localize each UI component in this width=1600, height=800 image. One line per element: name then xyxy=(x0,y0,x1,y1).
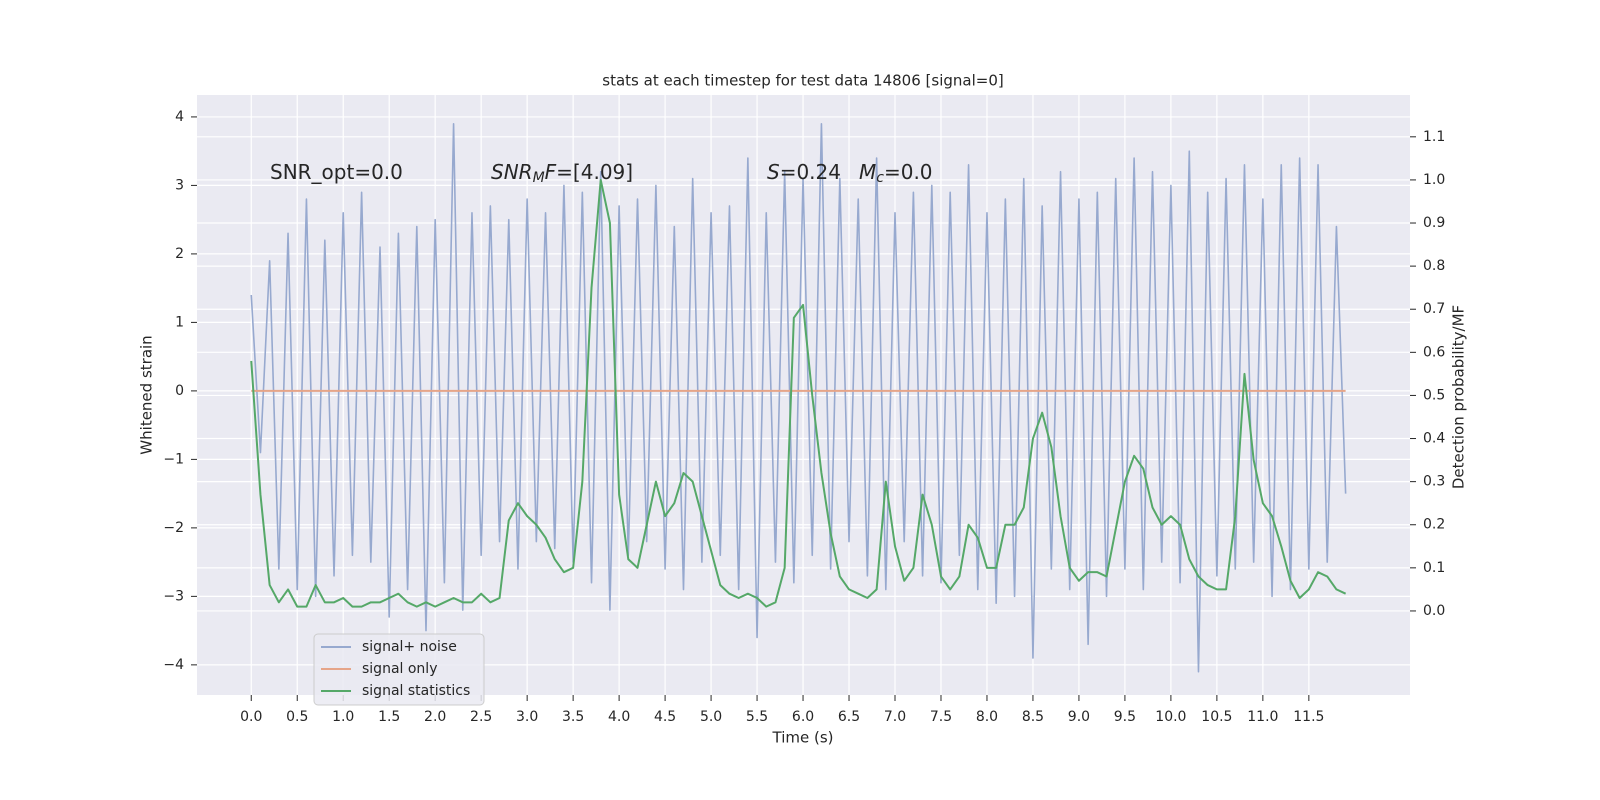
y2-tick-label: 0.1 xyxy=(1423,560,1445,576)
x-tick-label: 3.0 xyxy=(516,709,538,725)
annotation-part: =0.0 xyxy=(884,160,933,184)
y2-axis-label: Detection probability/MF xyxy=(1450,305,1468,489)
x-tick-label: 11.0 xyxy=(1247,709,1278,725)
x-tick-label: 4.5 xyxy=(654,709,676,725)
y-tick-label: 1 xyxy=(175,314,184,330)
y-tick-label: 2 xyxy=(175,246,184,262)
x-tick-label: 1.0 xyxy=(332,709,354,725)
x-axis-label: Time (s) xyxy=(772,729,834,747)
series-line xyxy=(250,122,1347,673)
x-tick-label: 5.0 xyxy=(700,709,722,725)
x-tick-label: 1.5 xyxy=(378,709,400,725)
annotation-part: S xyxy=(767,160,780,184)
y-tick-label: 3 xyxy=(175,177,184,193)
annotation-part: M xyxy=(859,160,876,184)
legend-label: signal+ noise xyxy=(362,639,457,655)
legend-box xyxy=(313,633,485,706)
x-tick-label: 8.5 xyxy=(1022,709,1044,725)
y2-tick-label: 0.4 xyxy=(1423,431,1445,447)
y2-tick-label: 0.0 xyxy=(1423,603,1445,619)
y2-tick-label: 0.9 xyxy=(1423,215,1445,231)
x-tick-label: 4.0 xyxy=(608,709,630,725)
annotation: SNR_opt=0.0 xyxy=(270,160,403,184)
x-tick-label: 2.5 xyxy=(470,709,492,725)
x-tick-label: 9.0 xyxy=(1068,709,1090,725)
y-tick-label: 0 xyxy=(175,383,184,399)
y-axis-label: Whitened strain xyxy=(138,335,156,454)
x-tick-label: 9.5 xyxy=(1114,709,1136,725)
annotation-part: SNR xyxy=(491,160,533,184)
annotation-part: SNR_opt=0.0 xyxy=(270,160,403,184)
x-tick-label: 5.5 xyxy=(746,709,768,725)
y2-tick-label: 1.0 xyxy=(1423,172,1445,188)
annotation: S=0.24 xyxy=(767,160,841,184)
annotation-part: c xyxy=(876,170,884,186)
y2-tick-label: 0.6 xyxy=(1423,344,1445,360)
legend-label: signal only xyxy=(362,661,437,677)
y-tick-label: −1 xyxy=(163,451,184,467)
x-tick-label: 6.0 xyxy=(792,709,814,725)
x-tick-label: 8.0 xyxy=(976,709,998,725)
x-tick-label: 6.5 xyxy=(838,709,860,725)
x-tick-label: 3.5 xyxy=(562,709,584,725)
x-tick-label: 7.0 xyxy=(884,709,906,725)
x-tick-label: 0.0 xyxy=(240,709,262,725)
x-tick-label: 10.5 xyxy=(1201,709,1232,725)
chart-title: stats at each timestep for test data 148… xyxy=(602,72,1003,90)
x-tick-label: 11.5 xyxy=(1293,709,1324,725)
annotation-part: =[4.09] xyxy=(556,160,633,184)
annotation-part: M xyxy=(533,170,545,186)
y2-tick-label: 0.7 xyxy=(1423,301,1445,317)
legend-label: signal statistics xyxy=(362,683,470,699)
x-tick-label: 7.5 xyxy=(930,709,952,725)
y-tick-label: −2 xyxy=(163,520,184,536)
series-line xyxy=(250,178,1347,608)
annotation-part: F xyxy=(545,160,557,184)
y-tick-label: 4 xyxy=(175,109,184,125)
x-tick-label: 2.0 xyxy=(424,709,446,725)
x-tick-label: 0.5 xyxy=(286,709,308,725)
y2-tick-label: 0.3 xyxy=(1423,474,1445,490)
y-tick-label: −4 xyxy=(163,657,184,673)
y2-tick-label: 0.8 xyxy=(1423,258,1445,274)
annotation-part: =0.24 xyxy=(780,160,841,184)
annotation: Mc=0.0 xyxy=(859,160,933,187)
y2-tick-label: 1.1 xyxy=(1423,129,1445,145)
y2-tick-label: 0.2 xyxy=(1423,517,1445,533)
y-tick-label: −3 xyxy=(163,588,184,604)
annotation: SNRMF=[4.09] xyxy=(491,160,633,187)
y2-tick-label: 0.5 xyxy=(1423,387,1445,403)
x-tick-label: 10.0 xyxy=(1155,709,1186,725)
